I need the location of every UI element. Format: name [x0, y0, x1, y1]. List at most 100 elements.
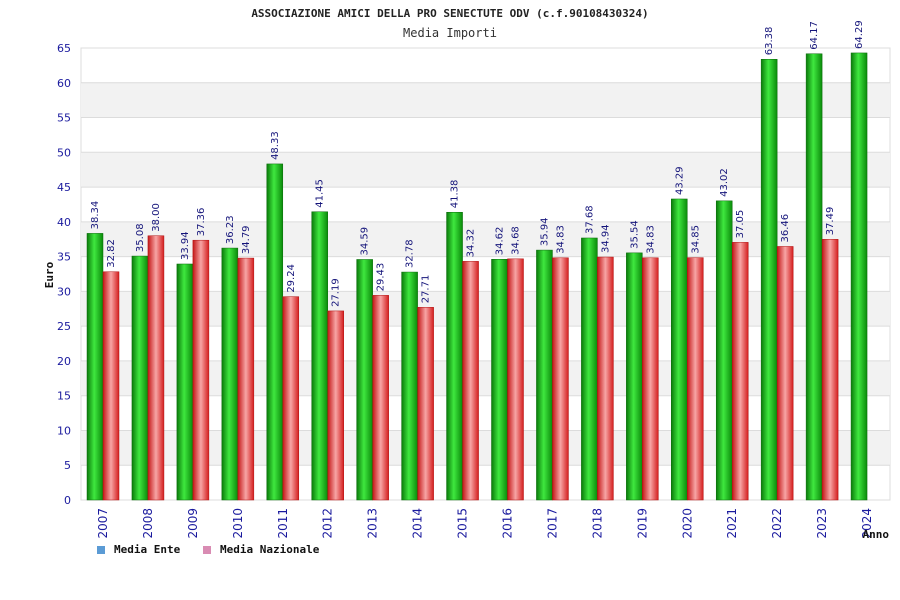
y-tick-label: 60	[57, 77, 71, 90]
data-label: 37.68	[584, 205, 595, 234]
grid-band	[81, 152, 890, 188]
x-tick-label: 2023	[815, 508, 829, 539]
x-tick-label: 2008	[141, 508, 155, 539]
x-axis-ticks: 2007 2008 2009 2010 2011 2012 2013 2014 2015 2016…	[96, 508, 874, 539]
bar-media-ente	[581, 237, 598, 501]
bar-media-nazionale	[731, 242, 749, 501]
bar-media-ente	[491, 259, 508, 501]
y-tick-label: 45	[57, 181, 71, 194]
bar-media-ente	[401, 271, 418, 501]
data-label: 27.71	[421, 275, 432, 304]
y-axis-ticks: 0 5 10 15 20 25 30 35 40 45 50 55 60 65	[57, 42, 71, 507]
grid-band	[81, 291, 890, 327]
plot-area	[80, 47, 891, 501]
data-label: 35.54	[629, 220, 640, 249]
bar-media-ente	[86, 233, 104, 501]
legend: Media Ente Media Nazionale	[97, 543, 320, 556]
bar-media-ente	[671, 198, 688, 501]
x-tick-label: 2024	[860, 508, 874, 539]
bar-media-nazionale	[776, 246, 794, 501]
x-tick-label: 2010	[231, 508, 245, 539]
data-label: 35.08	[135, 223, 146, 252]
x-tick-label: 2007	[96, 508, 110, 539]
data-label: 29.24	[286, 264, 297, 293]
y-tick-label: 30	[57, 285, 71, 298]
data-labels-layer: 38.34 32.82 35.08 38.00 33.94 37.36 36.23 34.79…	[90, 20, 865, 307]
legend-label-media-nazionale: Media Nazionale	[220, 543, 320, 556]
chart-subtitle: Media Importi	[403, 26, 497, 40]
x-tick-label: 2017	[545, 508, 559, 539]
bar-media-nazionale	[192, 239, 210, 501]
bar-media-ente	[221, 247, 239, 501]
bar-media-nazionale	[372, 295, 389, 501]
data-label: 34.62	[495, 227, 506, 256]
grid-band	[81, 360, 890, 396]
x-tick-label: 2011	[276, 508, 290, 539]
x-tick-label: 2016	[501, 508, 515, 539]
bar-media-ente	[176, 263, 194, 501]
bar-media-nazionale	[237, 257, 255, 501]
data-label: 37.49	[825, 207, 836, 236]
data-label: 63.38	[764, 27, 775, 56]
data-label: 34.68	[511, 226, 522, 255]
data-label: 38.34	[90, 201, 101, 230]
y-tick-label: 20	[57, 355, 71, 368]
bar-media-ente	[536, 249, 553, 501]
data-label: 48.33	[270, 131, 281, 160]
x-tick-label: 2022	[770, 508, 784, 539]
bar-media-nazionale	[327, 310, 344, 501]
y-tick-label: 10	[57, 424, 71, 437]
x-tick-label: 2012	[321, 508, 335, 539]
bar-media-ente	[446, 211, 463, 501]
legend-label-media-ente: Media Ente	[114, 543, 181, 556]
x-tick-label: 2013	[366, 508, 380, 539]
x-tick-label: 2015	[456, 508, 470, 539]
y-tick-label: 15	[57, 390, 71, 403]
y-axis-label: Euro	[43, 261, 56, 288]
legend-swatch-media-nazionale	[203, 546, 211, 554]
bar-media-nazionale	[462, 261, 479, 501]
data-label: 41.38	[450, 180, 461, 209]
data-label: 35.94	[539, 217, 550, 246]
data-label: 27.19	[331, 278, 342, 307]
x-tick-label: 2009	[186, 508, 200, 539]
x-tick-label: 2019	[635, 508, 649, 539]
data-label: 64.29	[854, 20, 865, 49]
grid-band	[81, 221, 890, 257]
data-label: 34.32	[466, 229, 477, 258]
chart-title: ASSOCIAZIONE AMICI DELLA PRO SENECTUTE O…	[251, 7, 648, 20]
grid-layer	[80, 47, 891, 501]
y-tick-label: 5	[64, 459, 71, 472]
bar-media-ente	[356, 259, 373, 501]
data-label: 32.82	[106, 239, 117, 268]
data-label: 41.45	[315, 179, 326, 208]
data-label: 36.46	[780, 214, 791, 243]
bar-media-nazionale	[417, 307, 434, 501]
data-label: 29.43	[376, 263, 387, 292]
bar-media-ente	[805, 53, 823, 501]
bar-media-ente	[850, 52, 868, 501]
bar-media-ente	[760, 59, 778, 501]
data-label: 34.83	[645, 225, 656, 254]
bar-media-ente	[715, 200, 733, 501]
data-label: 36.23	[225, 215, 236, 244]
bar-media-nazionale	[642, 257, 659, 501]
x-tick-label: 2014	[411, 508, 425, 539]
data-label: 43.29	[674, 166, 685, 195]
data-label: 64.17	[809, 21, 820, 50]
y-tick-label: 25	[57, 320, 71, 333]
bar-media-nazionale	[821, 239, 839, 501]
data-label: 37.05	[735, 210, 746, 239]
y-tick-label: 35	[57, 251, 71, 264]
bar-media-ente	[131, 255, 149, 501]
y-tick-label: 0	[64, 494, 71, 507]
bar-media-nazionale	[507, 258, 524, 501]
grid-band	[81, 82, 890, 118]
data-label: 32.78	[405, 239, 416, 268]
data-label: 33.94	[180, 231, 191, 260]
data-label: 34.79	[241, 225, 252, 254]
bar-media-ente	[626, 252, 643, 501]
y-tick-label: 65	[57, 42, 71, 55]
data-label: 34.83	[555, 225, 566, 254]
